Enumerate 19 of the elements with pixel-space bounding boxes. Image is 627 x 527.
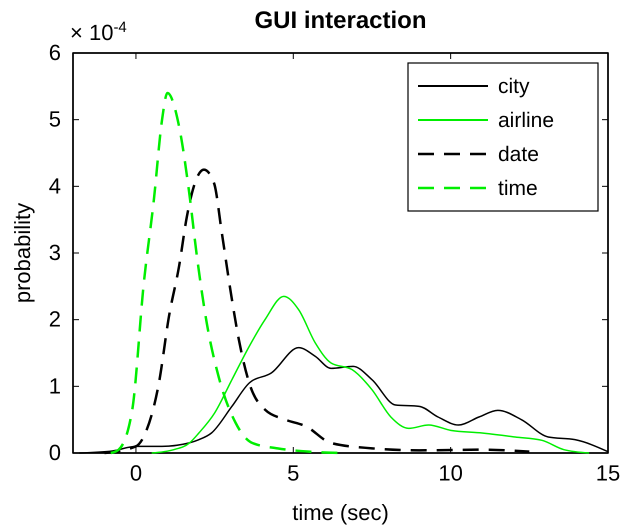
x-axis-title: time (sec) — [292, 500, 389, 525]
x-tick-label: 0 — [130, 460, 142, 486]
chart-title: GUI interaction — [254, 7, 427, 34]
y-tick-label: 3 — [48, 240, 61, 266]
y-tick-label: 2 — [48, 306, 61, 332]
y-axis-title: probability — [10, 202, 35, 304]
x-tick-label: 10 — [438, 460, 463, 486]
x-tick-label: 15 — [596, 460, 620, 486]
text: × 10$^{-4}$ — [70, 18, 127, 45]
legend-label: date — [498, 143, 539, 166]
y-tick-label: 6 — [48, 40, 61, 66]
y-tick-label: 0 — [48, 440, 61, 466]
x-tick-label: 5 — [287, 460, 300, 486]
legend-label: airline — [498, 109, 554, 132]
legend-label: time — [498, 177, 538, 200]
y-tick-label: 1 — [48, 373, 61, 398]
y-tick-label: 4 — [48, 173, 61, 198]
legend-label: city — [498, 75, 530, 98]
y-tick-label: 5 — [48, 106, 61, 132]
